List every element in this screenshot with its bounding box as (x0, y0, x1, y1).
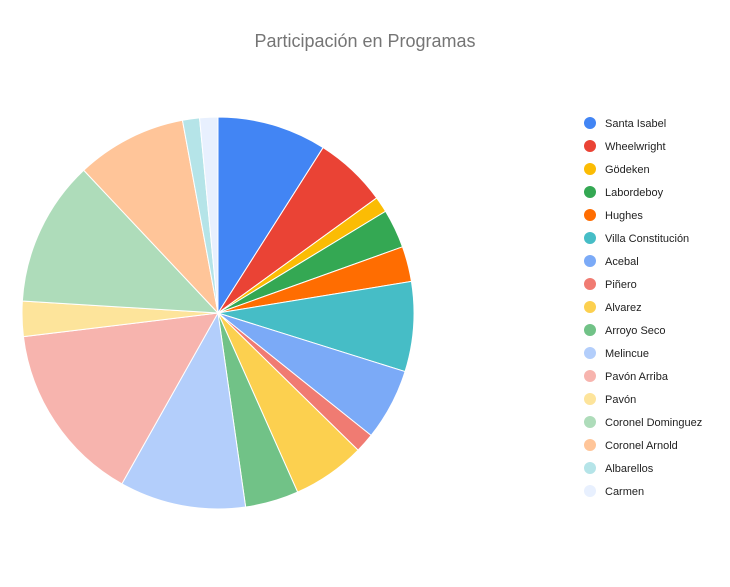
legend-swatch (584, 255, 596, 267)
legend-label: Melincue (605, 348, 649, 360)
pie-slice (121, 311, 247, 510)
legend-swatch (584, 393, 596, 405)
pie-slice (217, 116, 324, 315)
legend-label: Carmen (605, 486, 644, 498)
legend-swatch (584, 163, 596, 175)
legend-swatch (584, 370, 596, 382)
legend-label: Alvarez (605, 302, 642, 314)
pie-slice (198, 116, 219, 314)
legend-label: Acebal (605, 256, 639, 268)
legend-swatch (584, 232, 596, 244)
pie-slice (21, 169, 220, 314)
legend-swatch (584, 301, 596, 313)
legend-swatch (584, 439, 596, 451)
legend-label: Pavón (605, 394, 636, 406)
chart-title: Participación en Programas (254, 31, 475, 51)
legend-swatch (584, 186, 596, 198)
legend-label: Coronel Arnold (605, 440, 678, 452)
legend-label: Gödeken (605, 164, 650, 176)
legend-swatch (584, 416, 596, 428)
legend-swatch (584, 324, 596, 336)
legend-swatch (584, 117, 596, 129)
pie-slice (83, 119, 219, 315)
legend-swatch (584, 462, 596, 474)
legend-label: Wheelwright (605, 141, 666, 153)
legend-label: Hughes (605, 210, 643, 222)
legend-label: Arroyo Seco (605, 325, 666, 337)
legend-label: Piñero (605, 279, 637, 291)
legend-swatch (584, 209, 596, 221)
legend-label: Pavón Arriba (605, 371, 669, 383)
legend-label: Albarellos (605, 463, 654, 475)
legend-label: Coronel Dominguez (605, 417, 702, 429)
legend-label: Villa Constitución (605, 233, 689, 245)
legend-swatch (584, 485, 596, 497)
legend-swatch (584, 140, 596, 152)
pie-slice (22, 312, 219, 485)
legend-swatch (584, 347, 596, 359)
legend-label: Labordeboy (605, 187, 664, 199)
legend-swatch (584, 278, 596, 290)
legend-label: Santa Isabel (605, 118, 666, 130)
